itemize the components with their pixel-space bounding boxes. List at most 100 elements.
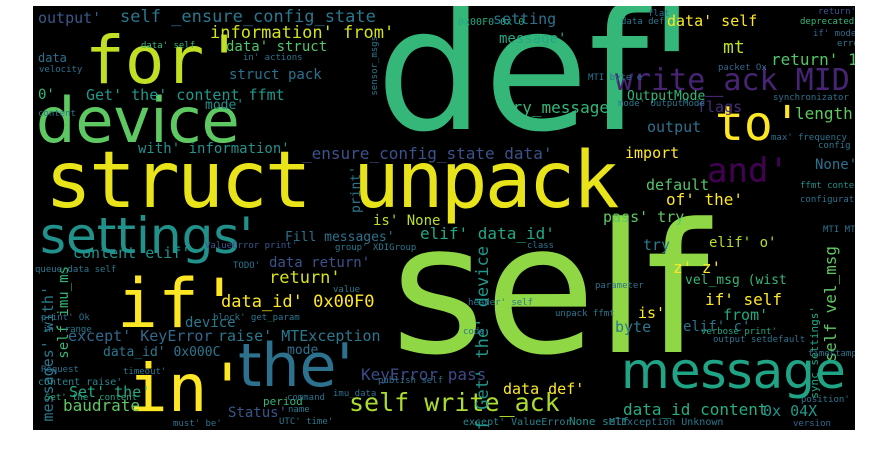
word: packet Ox (718, 63, 767, 73)
word: elif' c' (683, 319, 751, 335)
word: return' o' (818, 7, 855, 17)
word: print' Ok (41, 313, 90, 323)
word: ValueError print' (205, 241, 298, 251)
word: verbose print' (701, 327, 777, 337)
word: 0x 04X (763, 402, 818, 420)
word: write_ack MID (615, 63, 850, 98)
word: z' z' (673, 258, 722, 277)
word: print' (349, 166, 364, 213)
word: byte (615, 318, 652, 336)
word: 0' (38, 87, 55, 103)
word: ffmt content (800, 181, 855, 191)
word: is' None (373, 213, 441, 229)
word: code (463, 327, 485, 337)
word: name (288, 405, 310, 415)
word: mode' OutputMode (618, 99, 705, 109)
word: mt (723, 37, 745, 58)
word: Get' the' content ffmt (86, 86, 285, 104)
word: period (263, 395, 303, 408)
word: pass' try (603, 208, 685, 226)
word: output (647, 118, 702, 136)
word: to' (715, 96, 802, 152)
word: flat (648, 9, 670, 19)
word: try_message (503, 98, 609, 117)
word: with' information' (138, 141, 290, 157)
word: group' XDIGroup (335, 243, 417, 253)
word: flags (697, 98, 743, 116)
word: data' struct (226, 39, 328, 55)
word: content (38, 109, 76, 119)
word: in' actions (243, 53, 303, 63)
word: MTI MTI (823, 225, 855, 235)
word: must' be' (173, 419, 222, 429)
word: for' (85, 22, 244, 99)
word: None' (815, 157, 855, 173)
word: self (391, 186, 709, 395)
word: output' (38, 9, 102, 27)
word: TODO' (233, 261, 261, 271)
word: configuration (800, 195, 855, 205)
word: elif' data_id' (420, 224, 555, 243)
word: mode (287, 343, 319, 358)
word: max' frequency (771, 133, 847, 143)
word: self Get' the' device (473, 246, 493, 430)
word: velocity (39, 65, 83, 75)
word: Request (41, 365, 79, 375)
word: data' self (141, 41, 196, 51)
word: except' ValueError (463, 417, 572, 428)
word: device (36, 84, 240, 157)
word: KeyError pass (361, 365, 487, 384)
word: length (795, 104, 853, 123)
word: import (625, 144, 680, 162)
word: data (38, 51, 67, 65)
word: _ensure_config_state data' (302, 144, 553, 163)
word: if' mode' (813, 29, 855, 39)
word: queue_data self (35, 265, 117, 275)
word: config (818, 141, 851, 151)
word: struct pack (229, 67, 322, 83)
word: Status' (228, 405, 288, 421)
word: self write_ack (349, 388, 560, 417)
word-cloud: def' self struct unpack device for' sett… (33, 6, 855, 430)
word: error (837, 39, 855, 49)
word: parameter (595, 281, 644, 291)
word: None self (569, 415, 629, 428)
word: information' from' (210, 23, 395, 43)
word: device (185, 315, 236, 331)
word: Set' the' (69, 383, 151, 401)
word: of' the' (666, 190, 744, 209)
word: default (646, 176, 710, 194)
word: publish self (378, 376, 444, 386)
word: and' (707, 151, 789, 191)
word: baudrate (63, 396, 141, 415)
word: from' (723, 306, 769, 324)
word: data_id content (623, 400, 768, 419)
word: MTI byte e (588, 73, 643, 83)
word: self vel_msg (821, 246, 840, 362)
word: self _ensure_config_state (120, 7, 376, 27)
word: data return' (269, 255, 371, 271)
word: the' (238, 331, 353, 401)
word: timestamp' (808, 349, 855, 359)
word: MTException Unknown (609, 417, 724, 428)
word: data_id' 0x000C (103, 345, 221, 360)
word: data' self (667, 12, 758, 30)
word: Set' the' content (45, 393, 138, 403)
word: settings' (40, 207, 254, 265)
word: command (287, 393, 325, 403)
word: version (793, 419, 831, 429)
word: is' (638, 304, 666, 322)
word: output setdefault (713, 335, 806, 345)
word: if' self (705, 290, 783, 309)
word: block' get_param (213, 313, 300, 323)
word: if' (117, 265, 240, 344)
word: header' self (468, 298, 534, 308)
word: content elif' (73, 244, 191, 262)
word: raise' MTException (218, 327, 381, 345)
word: setting (493, 10, 557, 28)
word: data def (621, 17, 665, 27)
word: value (333, 285, 361, 295)
word: unpack ffmt (555, 309, 615, 319)
word: mode' (205, 98, 245, 113)
word: OutputMode (627, 89, 706, 104)
